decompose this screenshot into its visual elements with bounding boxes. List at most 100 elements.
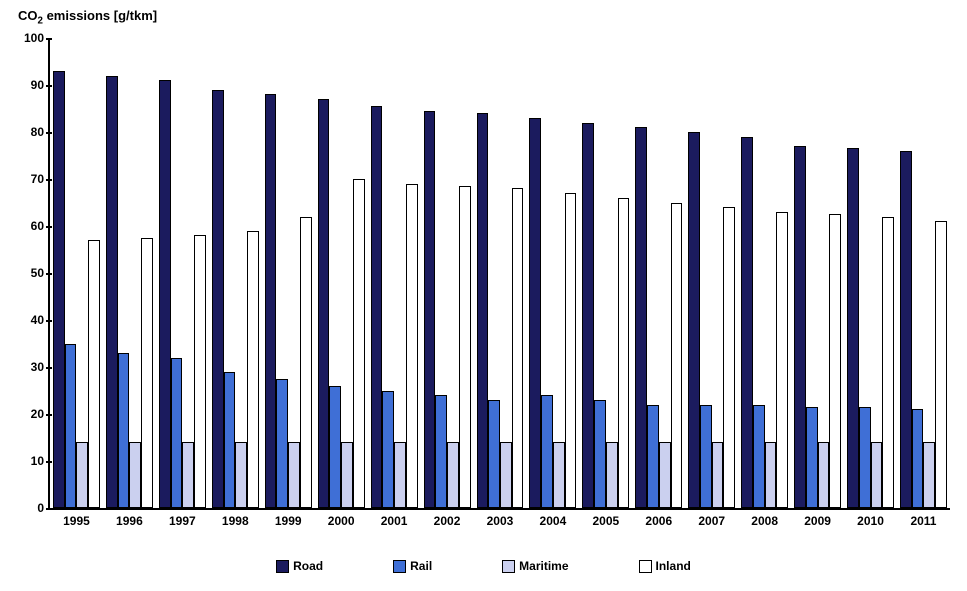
y-tick: 90: [31, 78, 50, 92]
bar-maritime: [341, 442, 353, 508]
bar-maritime: [76, 442, 88, 508]
legend-label: Maritime: [519, 559, 568, 573]
bar-group: 2002: [421, 111, 474, 508]
x-tick-label: 1997: [156, 508, 209, 528]
x-tick-label: 2009: [791, 508, 844, 528]
bar-rail: [700, 405, 712, 508]
y-tick: 70: [31, 172, 50, 186]
x-tick-label: 1999: [262, 508, 315, 528]
bar-rail: [541, 395, 553, 508]
bar-inland: [459, 186, 471, 508]
y-tick: 20: [31, 407, 50, 421]
bar-rail: [806, 407, 818, 508]
bar-rail: [647, 405, 659, 508]
x-tick-label: 2006: [632, 508, 685, 528]
bar-rail: [171, 358, 183, 508]
x-tick-label: 2000: [315, 508, 368, 528]
bar-road: [635, 127, 647, 508]
bar-road: [900, 151, 912, 508]
bar-maritime: [871, 442, 883, 508]
bar-maritime: [394, 442, 406, 508]
legend-item-inland: Inland: [639, 559, 691, 573]
y-tick: 80: [31, 125, 50, 139]
bar-rail: [382, 391, 394, 509]
x-tick-label: 2008: [738, 508, 791, 528]
bar-rail: [118, 353, 130, 508]
bar-group: 2001: [368, 106, 421, 508]
x-tick-label: 2005: [579, 508, 632, 528]
bar-road: [741, 137, 753, 508]
bar-inland: [882, 217, 894, 508]
bar-inland: [776, 212, 788, 508]
bar-inland: [353, 179, 365, 508]
bar-inland: [194, 235, 206, 508]
bar-road: [371, 106, 383, 508]
bar-road: [318, 99, 330, 508]
bar-inland: [406, 184, 418, 508]
bar-road: [477, 113, 489, 508]
bar-maritime: [182, 442, 194, 508]
bar-group: 2009: [791, 146, 844, 508]
x-tick-label: 1996: [103, 508, 156, 528]
bar-maritime: [659, 442, 671, 508]
bar-rail: [224, 372, 236, 508]
bar-group: 1996: [103, 76, 156, 508]
bar-maritime: [712, 442, 724, 508]
y-tick: 10: [31, 454, 50, 468]
bar-road: [212, 90, 224, 508]
x-tick-label: 2003: [474, 508, 527, 528]
y-tick: 0: [37, 501, 50, 515]
bar-group: 2004: [526, 118, 579, 508]
y-axis-title: CO2 emissions [g/tkm]: [18, 8, 157, 27]
x-tick-label: 2002: [421, 508, 474, 528]
emissions-chart: CO2 emissions [g/tkm] 199519961997199819…: [0, 0, 967, 591]
bar-maritime: [923, 442, 935, 508]
x-tick-label: 2011: [897, 508, 950, 528]
legend-label: Rail: [410, 559, 432, 573]
bar-inland: [723, 207, 735, 508]
bar-rail: [329, 386, 341, 508]
bar-rail: [65, 344, 77, 509]
bar-maritime: [447, 442, 459, 508]
bar-road: [424, 111, 436, 508]
bar-road: [265, 94, 277, 508]
bar-inland: [935, 221, 947, 508]
bar-group: 2008: [738, 137, 791, 508]
bar-inland: [141, 238, 153, 508]
legend-item-rail: Rail: [393, 559, 432, 573]
bar-road: [794, 146, 806, 508]
legend-item-road: Road: [276, 559, 323, 573]
bar-road: [582, 123, 594, 508]
bar-road: [529, 118, 541, 508]
bar-groups: 1995199619971998199920002001200220032004…: [50, 38, 950, 508]
x-tick-label: 2001: [368, 508, 421, 528]
bar-group: 2011: [897, 151, 950, 508]
bar-maritime: [553, 442, 565, 508]
y-tick: 60: [31, 219, 50, 233]
plot-area: 1995199619971998199920002001200220032004…: [48, 38, 950, 510]
bar-road: [53, 71, 65, 508]
y-axis-title-tail: emissions [g/tkm]: [47, 8, 158, 23]
bar-group: 2006: [632, 127, 685, 508]
bar-rail: [912, 409, 924, 508]
bar-group: 1997: [156, 80, 209, 508]
bar-rail: [753, 405, 765, 508]
y-tick: 40: [31, 313, 50, 327]
bar-road: [688, 132, 700, 508]
x-tick-label: 1995: [50, 508, 103, 528]
bar-road: [847, 148, 859, 508]
bar-rail: [435, 395, 447, 508]
bar-maritime: [500, 442, 512, 508]
bar-maritime: [129, 442, 141, 508]
bar-group: 2003: [474, 113, 527, 508]
bar-rail: [594, 400, 606, 508]
bar-group: 2007: [685, 132, 738, 508]
legend-swatch: [276, 560, 289, 573]
legend-item-maritime: Maritime: [502, 559, 568, 573]
y-tick: 30: [31, 360, 50, 374]
legend-swatch: [639, 560, 652, 573]
x-tick-label: 2010: [844, 508, 897, 528]
bar-road: [159, 80, 171, 508]
bar-maritime: [235, 442, 247, 508]
bar-inland: [618, 198, 630, 508]
